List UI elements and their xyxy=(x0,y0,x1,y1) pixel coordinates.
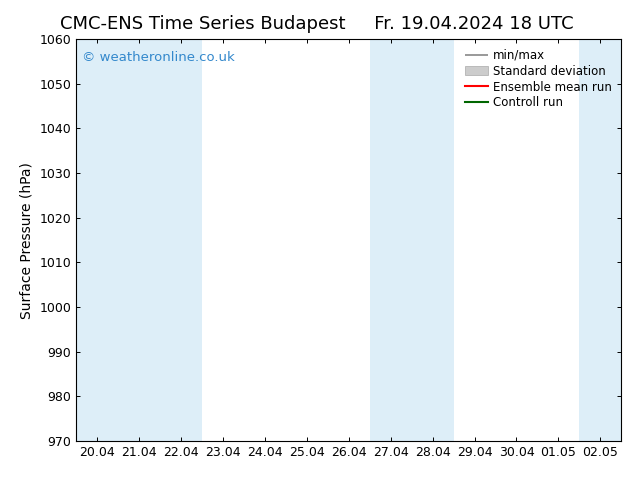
Legend: min/max, Standard deviation, Ensemble mean run, Controll run: min/max, Standard deviation, Ensemble me… xyxy=(461,45,616,113)
Bar xyxy=(579,39,621,441)
Bar xyxy=(411,39,453,441)
Bar xyxy=(76,39,118,441)
Bar xyxy=(118,39,160,441)
Bar xyxy=(160,39,202,441)
Text: CMC-ENS Time Series Budapest     Fr. 19.04.2024 18 UTC: CMC-ENS Time Series Budapest Fr. 19.04.2… xyxy=(60,15,574,33)
Text: © weatheronline.co.uk: © weatheronline.co.uk xyxy=(82,51,235,64)
Bar xyxy=(370,39,411,441)
Y-axis label: Surface Pressure (hPa): Surface Pressure (hPa) xyxy=(20,162,34,318)
